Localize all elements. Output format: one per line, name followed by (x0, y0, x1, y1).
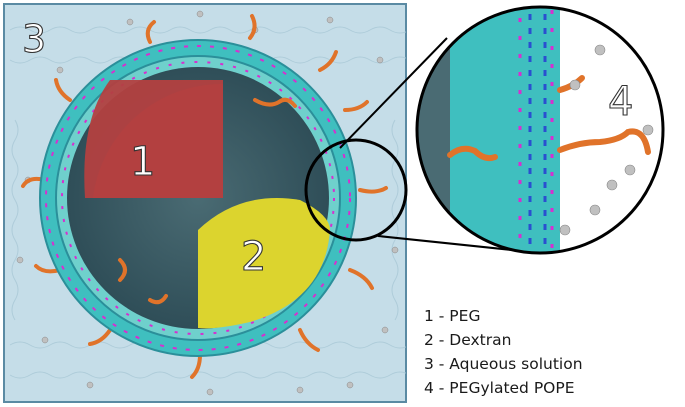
legend-item-aqueous: 3 - Aqueous solution (424, 355, 583, 373)
zoom-ring (415, 5, 665, 255)
region-label-4: 4 (608, 79, 633, 125)
zoom-connector-bottom (377, 235, 513, 251)
dextran-region-top (198, 198, 330, 230)
legend-item-dextran: 2 - Dextran (424, 331, 512, 349)
internal-chains (118, 97, 297, 305)
peg-region-upper (84, 80, 224, 198)
legend-item-peg: 1 - PEG (424, 307, 481, 325)
zoom-inset (417, 7, 663, 253)
region-label-2: 2 (241, 234, 266, 280)
pegylated-corona (21, 14, 388, 379)
region-label-1: 1 (130, 139, 155, 185)
legend-item-pegylated-pope: 4 - PEGylated POPE (424, 379, 575, 397)
dextran-region (198, 230, 330, 329)
membrane-headgroups-outer (45, 45, 351, 351)
zoom-source-ring (304, 138, 408, 242)
membrane-headgroups-inner (61, 61, 335, 335)
zoom-connector-top (339, 37, 448, 149)
region-label-3: 3 (22, 17, 46, 61)
legend: 1 - PEG 2 - Dextran 3 - Aqueous solution… (424, 304, 674, 400)
